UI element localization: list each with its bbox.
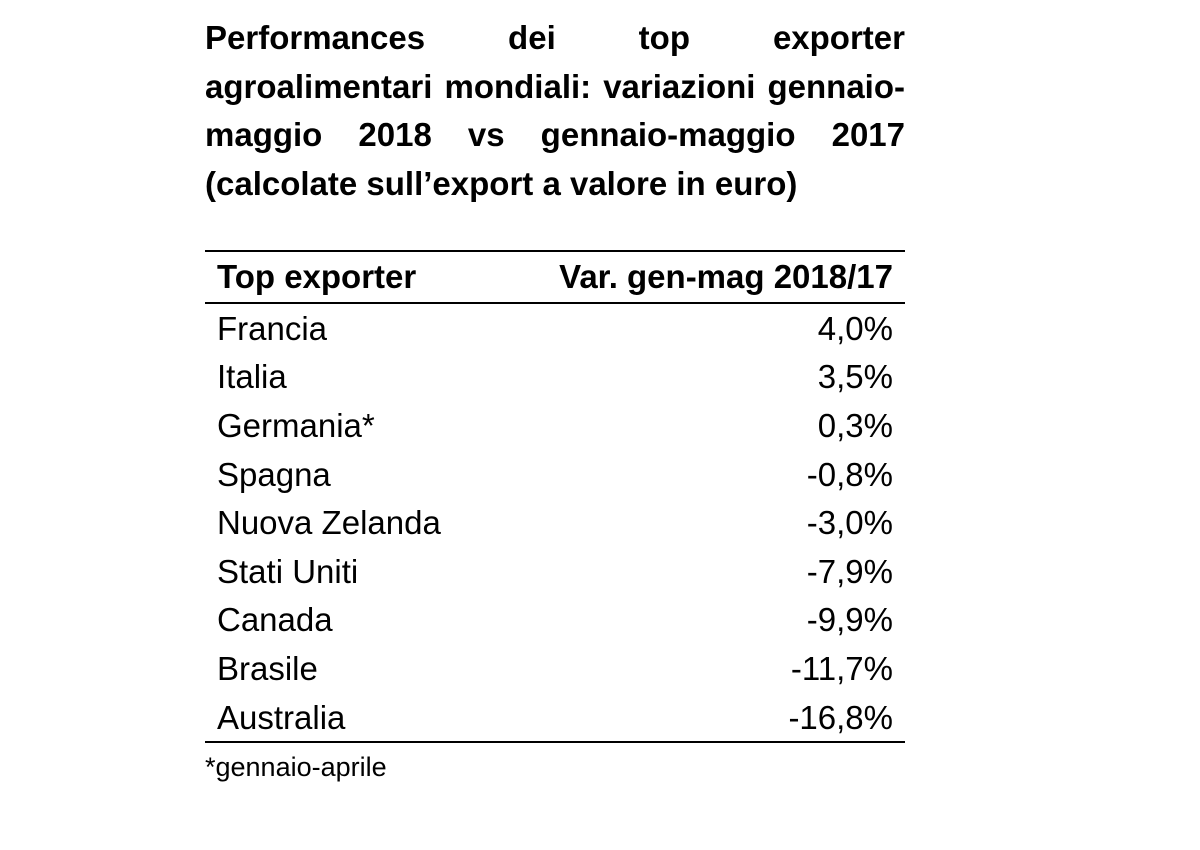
- row-country: Stati Uniti: [217, 552, 359, 590]
- table-header-row: Top exporter Var. gen-mag 2018/17: [205, 251, 905, 303]
- row-variation: -16,8%: [788, 698, 893, 736]
- table-row: Germania* 0,3%: [205, 401, 905, 450]
- row-variation: -11,7%: [790, 649, 893, 687]
- table-row: Spagna -0,8%: [205, 450, 905, 499]
- row-variation: -0,8%: [806, 455, 893, 493]
- header-variation: Var. gen-mag 2018/17: [559, 258, 893, 295]
- export-table: Top exporter Var. gen-mag 2018/17 Franci…: [205, 250, 905, 743]
- row-variation: -7,9%: [806, 552, 893, 590]
- row-variation: 0,3%: [817, 406, 893, 444]
- row-country: Australia: [217, 698, 346, 736]
- export-table-container: Top exporter Var. gen-mag 2018/17 Franci…: [205, 250, 905, 743]
- row-country: Francia: [217, 309, 328, 347]
- row-country: Brasile: [217, 649, 318, 687]
- table-row: Stati Uniti -7,9%: [205, 547, 905, 596]
- row-variation: 4,0%: [817, 309, 893, 347]
- row-variation: -3,0%: [806, 504, 893, 542]
- table-row: Brasile -11,7%: [205, 644, 905, 693]
- table-row: Canada -9,9%: [205, 596, 905, 645]
- document: Performances dei top exporter agroalimen…: [205, 14, 905, 783]
- header-top-exporter: Top exporter: [217, 258, 417, 295]
- table-row: Italia 3,5%: [205, 353, 905, 402]
- row-country: Nuova Zelanda: [217, 504, 441, 542]
- table-row: Francia 4,0%: [205, 303, 905, 353]
- row-country: Canada: [217, 601, 333, 639]
- row-variation: 3,5%: [817, 358, 893, 396]
- document-title: Performances dei top exporter agroalimen…: [205, 19, 905, 202]
- row-country: Italia: [217, 358, 287, 396]
- table-row: Nuova Zelanda -3,0%: [205, 498, 905, 547]
- row-variation: -9,9%: [806, 601, 893, 639]
- row-country: Spagna: [217, 455, 331, 493]
- table-row: Australia -16,8%: [205, 693, 905, 743]
- row-country: Germania*: [217, 406, 375, 444]
- footnote: *gennaio-aprile: [205, 752, 387, 783]
